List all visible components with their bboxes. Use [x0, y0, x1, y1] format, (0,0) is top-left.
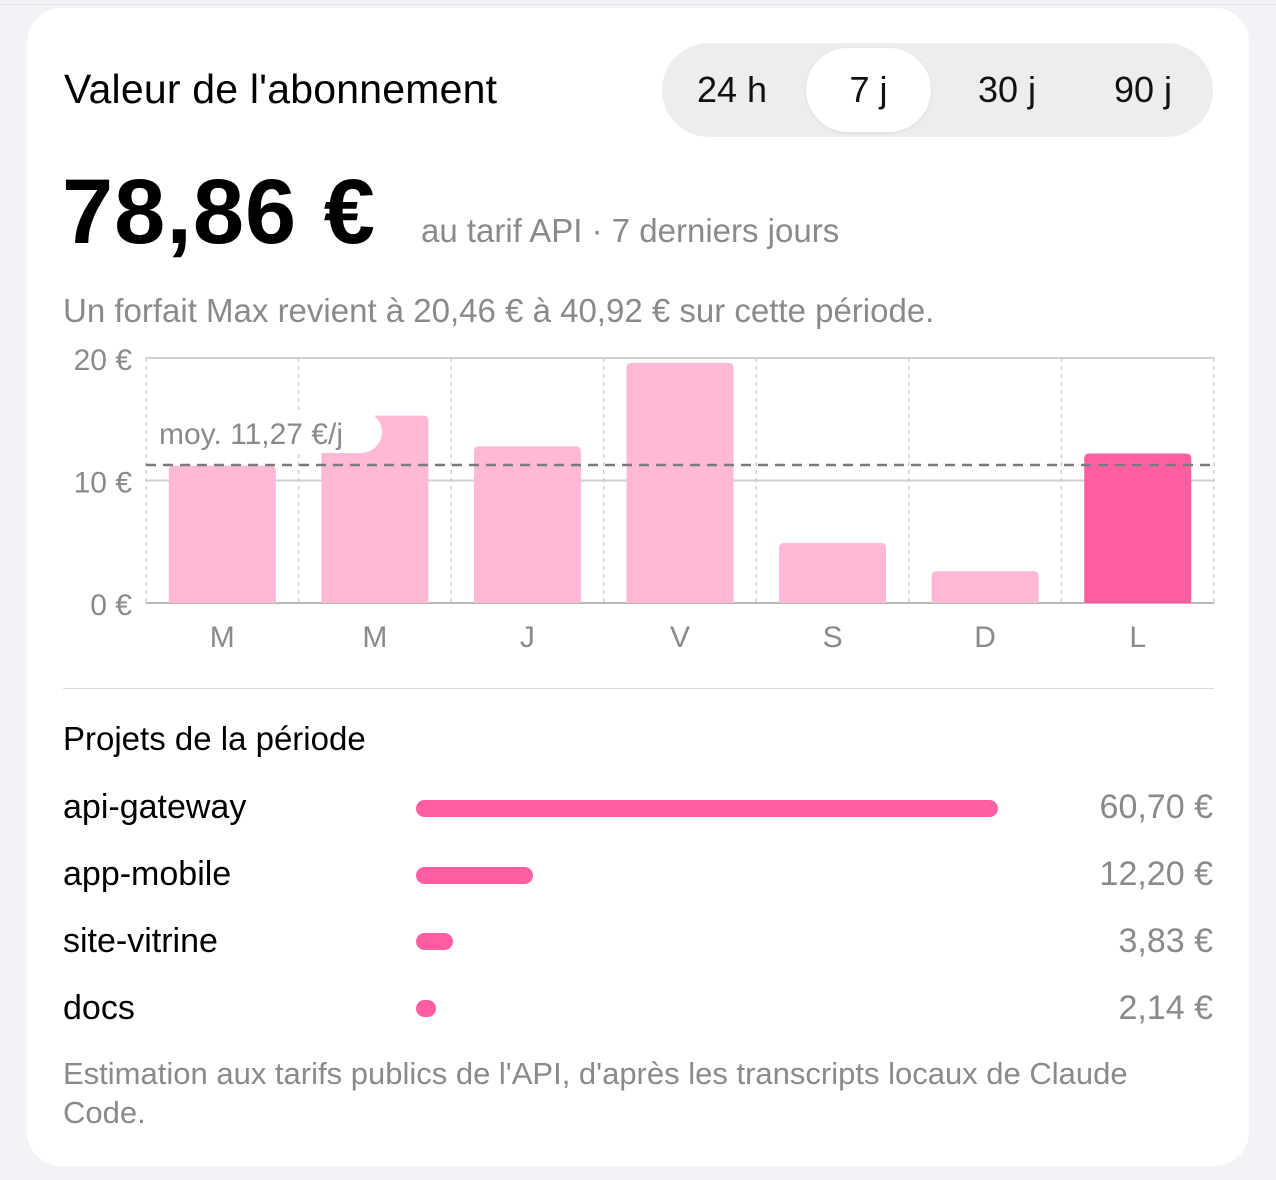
y-tick-label: 10 € — [74, 467, 133, 500]
project-name: site-vitrine — [63, 922, 218, 960]
period-option-90d[interactable]: 90 j — [1113, 69, 1173, 110]
x-tick-label: V — [670, 621, 690, 654]
chart-labels: 0 € 10 € 20 € M M J V S D L — [74, 344, 1146, 654]
plan-comparison-note: Un forfait Max revient à 20,46 € à 40,92… — [63, 292, 935, 329]
footer-note: Estimation aux tarifs publics de l'API, … — [63, 1056, 1128, 1130]
project-name: api-gateway — [63, 788, 247, 826]
project-value: 2,14 € — [1118, 989, 1213, 1027]
x-tick-label: S — [823, 621, 843, 654]
average-label: moy. 11,27 €/j — [159, 418, 343, 451]
y-tick-label: 0 € — [90, 589, 132, 622]
chart-bar — [321, 415, 429, 603]
project-value: 12,20 € — [1099, 855, 1213, 893]
average-label-background — [150, 411, 382, 453]
project-share-bar — [416, 800, 998, 817]
total-amount: 78,86 € — [62, 161, 376, 263]
project-share-bar — [416, 867, 533, 884]
period-selector[interactable]: 24 h 7 j 30 j 90 j — [662, 43, 1213, 137]
period-option-7d[interactable]: 7 j — [806, 48, 931, 132]
chart-average: moy. 11,27 €/j — [146, 411, 1214, 467]
daily-cost-chart: moy. 11,27 €/j 0 € 10 € 20 € M M J V S D L — [74, 344, 1215, 654]
chart-bar — [626, 362, 734, 603]
project-value: 3,83 € — [1118, 922, 1213, 960]
x-tick-label: J — [520, 621, 535, 654]
period-option-24h[interactable]: 24 h — [696, 69, 768, 110]
chart-bar — [1084, 453, 1192, 603]
project-value: 60,70 € — [1099, 788, 1213, 826]
card-title: Valeur de l'abonnement — [64, 66, 498, 112]
chart-bar — [168, 465, 276, 603]
period-option-30d[interactable]: 30 j — [977, 69, 1037, 110]
project-name: app-mobile — [63, 855, 232, 893]
project-name: docs — [63, 989, 135, 1027]
project-share-bar — [416, 1000, 436, 1017]
chart-bars — [168, 362, 1192, 603]
x-tick-label: D — [974, 621, 996, 654]
y-tick-label: 20 € — [74, 344, 133, 377]
project-share-bar — [416, 933, 453, 950]
x-tick-label: L — [1129, 621, 1146, 654]
chart-bar — [473, 446, 581, 603]
chart-bar — [931, 571, 1039, 603]
chart-bar — [779, 542, 887, 603]
projects-title: Projets de la période — [63, 720, 366, 757]
section-divider — [63, 688, 1214, 689]
x-tick-label: M — [210, 621, 235, 654]
window-top-edge — [0, 4, 1276, 5]
x-tick-label: M — [362, 621, 387, 654]
amount-subtitle: au tarif API · 7 derniers jours — [421, 212, 840, 249]
